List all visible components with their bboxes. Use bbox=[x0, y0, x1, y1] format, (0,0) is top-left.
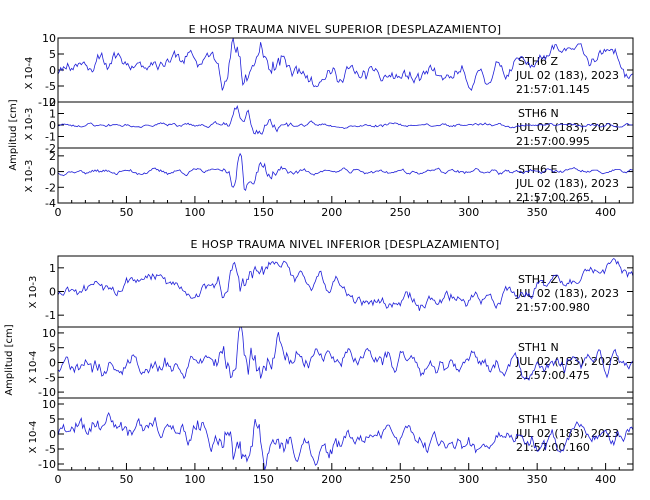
chart-superior: E HOSP TRAUMA NIVEL SUPERIOR [DESPLAZAMI… bbox=[8, 23, 634, 219]
y-tick-label: -1 bbox=[45, 131, 56, 144]
x-tick-label: 150 bbox=[253, 473, 274, 486]
y-tick-label: 0 bbox=[49, 428, 56, 441]
chart-title-inferior: E HOSP TRAUMA NIVEL INFERIOR [DESPLAZAMI… bbox=[191, 238, 500, 251]
x-tick-label: 400 bbox=[595, 473, 616, 486]
y-tick-label: -2 bbox=[45, 142, 56, 155]
y-tick-label: -2 bbox=[45, 181, 56, 194]
panel-scale-label: X 10-3 bbox=[24, 108, 35, 141]
station-label: STH1 Z bbox=[518, 273, 558, 286]
x-tick-label: 400 bbox=[595, 206, 616, 219]
x-tick-label: 250 bbox=[390, 206, 411, 219]
y-axis-label-superior: Amplitud [cm] bbox=[8, 99, 19, 170]
time-label: 21:57:00.980 bbox=[516, 301, 590, 314]
x-tick-label: 50 bbox=[119, 473, 133, 486]
y-tick-label: 0 bbox=[49, 119, 56, 132]
waveform-trace bbox=[57, 38, 634, 91]
panel-scale-label: X 10-4 bbox=[28, 351, 39, 384]
y-tick-label: 5 bbox=[49, 413, 56, 426]
x-tick-label: 250 bbox=[390, 473, 411, 486]
y-tick-label: 5 bbox=[49, 48, 56, 61]
date-label: JUL 02 (183), 2023 bbox=[515, 69, 619, 82]
chart-title-superior: E HOSP TRAUMA NIVEL SUPERIOR [DESPLAZAMI… bbox=[189, 23, 502, 36]
waveform-trace bbox=[57, 104, 634, 135]
waveform-trace bbox=[57, 412, 634, 471]
panel-sth6-n: X 10-3 STH6 N JUL 02 (183), 2023 21:57:0… bbox=[24, 96, 634, 155]
panel-sth6-e: X 10-3 STH6 E JUL 02 (183), 2023 21:57:0… bbox=[24, 147, 634, 210]
date-label: JUL 02 (183), 2023 bbox=[515, 287, 619, 300]
panel-sth1-e: X 10-4 STH1 E JUL 02 (183), 2023 21:57:0… bbox=[28, 397, 634, 471]
date-label: JUL 02 (183), 2023 bbox=[515, 177, 619, 190]
panel-sth1-z: X 10-3 STH1 Z JUL 02 (183), 2023 21:57:0… bbox=[28, 255, 634, 328]
y-tick-label: 10 bbox=[42, 327, 56, 340]
station-label: STH6 N bbox=[518, 107, 559, 120]
waveform-trace bbox=[57, 257, 634, 311]
y-tick-label: 5 bbox=[49, 342, 56, 355]
x-tick-label: 300 bbox=[458, 206, 479, 219]
y-tick-label: 0 bbox=[49, 357, 56, 370]
y-tick-label: 2 bbox=[49, 150, 56, 163]
time-label: 21:57:00.995 bbox=[516, 135, 590, 148]
y-tick-label: -1 bbox=[45, 309, 56, 322]
x-tick-label: 150 bbox=[253, 206, 274, 219]
y-tick-label: -10 bbox=[38, 96, 56, 109]
y-tick-label: 0 bbox=[49, 64, 56, 77]
date-label: JUL 02 (183), 2023 bbox=[515, 121, 619, 134]
x-tick-label: 0 bbox=[55, 473, 62, 486]
y-tick-label: 0 bbox=[49, 286, 56, 299]
station-label: STH6 E bbox=[518, 163, 557, 176]
y-tick-label: 10 bbox=[42, 398, 56, 411]
chart-inferior: E HOSP TRAUMA NIVEL INFERIOR [DESPLAZAMI… bbox=[4, 238, 634, 486]
panel-scale-label: X 10-3 bbox=[28, 276, 39, 309]
y-tick-label: 1 bbox=[49, 262, 56, 275]
station-label: STH6 Z bbox=[518, 55, 558, 68]
panel-scale-label: X 10-4 bbox=[28, 421, 39, 454]
x-tick-label: 300 bbox=[458, 473, 479, 486]
y-tick-label: -5 bbox=[45, 443, 56, 456]
y-tick-label: 2 bbox=[49, 96, 56, 109]
y-tick-label: -10 bbox=[38, 458, 56, 471]
y-tick-label: -5 bbox=[45, 371, 56, 384]
y-tick-label: 0 bbox=[49, 166, 56, 179]
time-label: 21:57:00.265 bbox=[516, 191, 590, 204]
x-tick-label: 0 bbox=[55, 206, 62, 219]
y-tick-label: -5 bbox=[45, 80, 56, 93]
y-tick-label: -10 bbox=[38, 386, 56, 399]
y-tick-label: 10 bbox=[42, 32, 56, 45]
x-tick-label: 350 bbox=[527, 206, 548, 219]
x-tick-label: 350 bbox=[527, 473, 548, 486]
y-axis-label-inferior: Amplitud [cm] bbox=[4, 324, 15, 395]
y-tick-label: -4 bbox=[45, 197, 56, 210]
x-tick-label: 100 bbox=[184, 473, 205, 486]
time-label: 21:57:00.160 bbox=[516, 441, 590, 454]
x-tick-label: 100 bbox=[184, 206, 205, 219]
waveform-trace bbox=[57, 152, 634, 192]
time-label: 21:57:00.475 bbox=[516, 369, 590, 382]
waveform-trace bbox=[57, 326, 634, 381]
panel-sth1-n: X 10-4 STH1 N JUL 02 (183), 2023 21:57:0… bbox=[28, 326, 634, 399]
panel-scale-label: X 10-3 bbox=[24, 160, 35, 193]
station-label: STH1 E bbox=[518, 413, 557, 426]
panel-scale-label: X 10-4 bbox=[24, 57, 35, 90]
x-axis-inferior: 0 50 100 150 200 250 300 350 400 bbox=[55, 463, 634, 486]
x-tick-label: 200 bbox=[321, 206, 342, 219]
station-label: STH1 N bbox=[518, 341, 559, 354]
panel-sth6-z: X 10-4 STH6 Z JUL 02 (183), 2023 21:57:0… bbox=[24, 32, 634, 109]
x-tick-label: 200 bbox=[321, 473, 342, 486]
x-axis-superior: 0 50 100 150 200 250 300 350 400 bbox=[55, 196, 634, 219]
y-tick-label: 1 bbox=[49, 108, 56, 121]
x-tick-label: 50 bbox=[119, 206, 133, 219]
time-label: 21:57:01.145 bbox=[516, 83, 590, 96]
